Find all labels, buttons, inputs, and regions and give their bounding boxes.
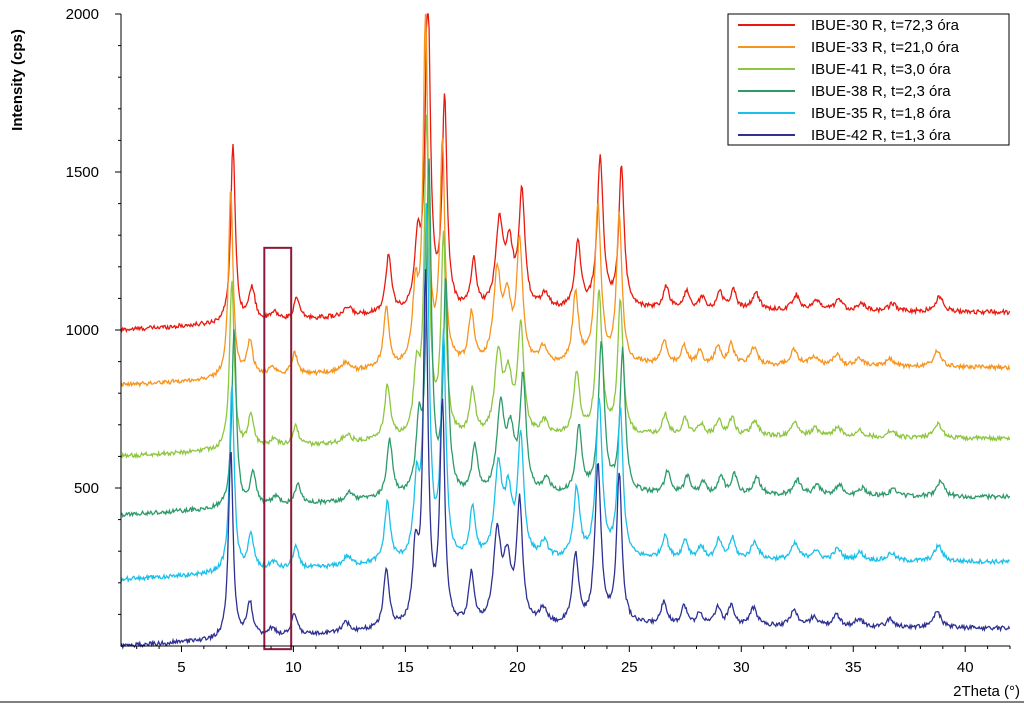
- x-tick-label: 40: [957, 659, 974, 676]
- x-tick-label: 25: [621, 659, 638, 676]
- legend-label-6: IBUE-42 R, t=1,3 óra: [811, 127, 951, 144]
- x-tick-label: 10: [285, 659, 302, 676]
- x-tick-label: 35: [845, 659, 862, 676]
- legend-label-1: IBUE-30 R, t=72,3 óra: [811, 17, 960, 34]
- legend-label-5: IBUE-35 R, t=1,8 óra: [811, 105, 951, 122]
- legend-box: [727, 13, 1010, 146]
- y-tick-label: 2000: [66, 6, 99, 23]
- y-axis-title: Intensity (cps): [9, 29, 26, 131]
- series-line-1: [120, 13, 1011, 334]
- y-tick-label: 500: [74, 480, 99, 497]
- x-tick-label: 5: [177, 659, 185, 676]
- series-line-3: [120, 114, 1011, 460]
- x-axis-title: 2Theta (°): [953, 683, 1020, 700]
- x-tick-label: 15: [397, 659, 414, 676]
- series-line-5: [120, 203, 1010, 584]
- legend-label-4: IBUE-38 R, t=2,3 óra: [811, 83, 951, 100]
- y-tick-label: 1000: [66, 322, 99, 339]
- series-line-2: [120, 13, 1011, 388]
- highlight-box: [263, 246, 293, 651]
- x-tick-label: 30: [733, 659, 750, 676]
- ticks-layer: 5 10 15 20 25 30 35 40 500 1000 1500 2000: [66, 6, 1011, 676]
- series-line-6: [120, 269, 1011, 650]
- series-layer: [120, 13, 1011, 650]
- legend: IBUE-30 R, t=72,3 óra IBUE-33 R, t=21,0 ó…: [727, 13, 1010, 146]
- series-line-4: [120, 158, 1011, 519]
- x-tick-label: 20: [509, 659, 526, 676]
- legend-label-2: IBUE-33 R, t=21,0 óra: [811, 39, 960, 56]
- y-tick-label: 1500: [66, 164, 99, 181]
- legend-label-3: IBUE-41 R, t=3,0 óra: [811, 61, 951, 78]
